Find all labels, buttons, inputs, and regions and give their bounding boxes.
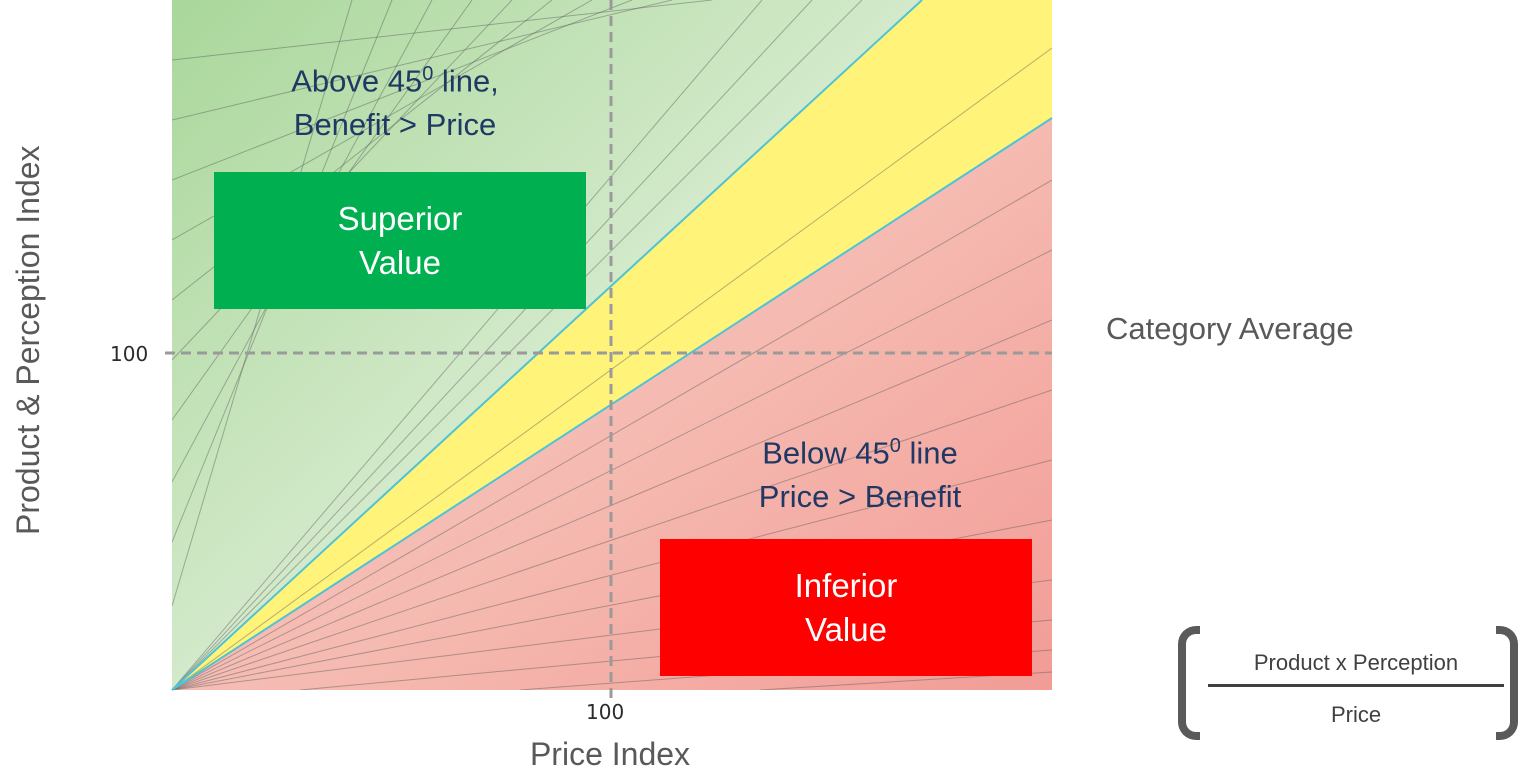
below-line-text-1: Below 450 line <box>762 435 958 471</box>
y-axis-tick-100: 100 <box>110 342 149 366</box>
above-line-annotation: Above 450 line, Benefit > Price <box>230 52 560 147</box>
formula-left-bracket <box>1178 626 1200 740</box>
x-axis-tick-100: 100 <box>586 700 625 724</box>
upper-boundary-line <box>171 0 923 691</box>
superior-value-box-bg <box>214 172 586 309</box>
superior-value-line-2: Value <box>359 243 441 281</box>
inferior-value-box-bg <box>660 539 1032 676</box>
formula-fraction-bar <box>1208 684 1504 687</box>
formula-numerator: Product x Perception <box>1253 650 1459 675</box>
category-average-label: Category Average <box>1106 311 1354 346</box>
formula-denominator: Price <box>1330 702 1382 727</box>
y-axis-title: Product & Perception Index <box>10 145 46 535</box>
inferior-value-line-2: Value <box>805 610 887 648</box>
below-line-annotation: Below 450 line Price > Benefit <box>700 424 1020 519</box>
superior-value-line-1: Superior <box>337 199 463 237</box>
above-line-text-1: Above 450 line, <box>291 63 499 99</box>
formula-right-bracket <box>1496 626 1518 740</box>
superior-value-box: Superior Value <box>214 172 586 309</box>
inferior-value-line-1: Inferior <box>794 566 898 604</box>
x-axis-title: Price Index <box>529 736 691 772</box>
above-line-text-2: Benefit > Price <box>293 107 497 143</box>
below-line-text-2: Price > Benefit <box>758 479 962 515</box>
inferior-value-box: Inferior Value <box>660 539 1032 676</box>
value-formula: Product x Perception Price <box>1178 626 1518 742</box>
